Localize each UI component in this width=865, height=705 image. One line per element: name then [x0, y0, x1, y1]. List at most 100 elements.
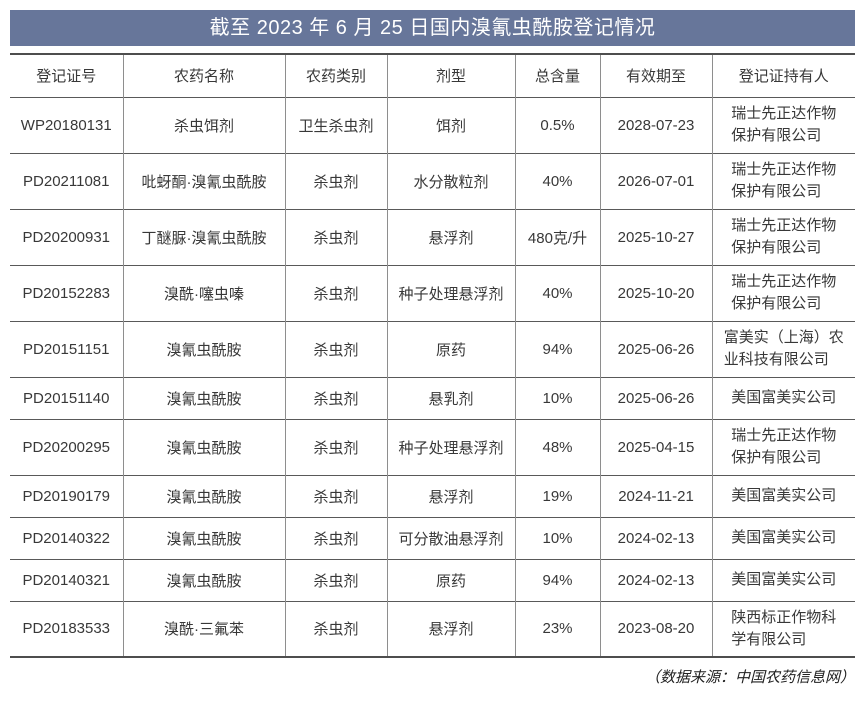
table-row: PD20183533 溴酰·三氟苯 杀虫剂 悬浮剂 23% 2023-08-20 陕西标正作…	[10, 600, 855, 657]
cell-total-content: 10%	[514, 516, 600, 559]
cell-total-content: 48%	[514, 418, 600, 475]
cell-holder: 陕西标正作物科 学有限公司	[711, 600, 855, 657]
cell-category: 杀虫剂	[284, 474, 387, 517]
cell-total-content: 94%	[514, 320, 600, 377]
holder-text: 美国富美实公司	[731, 487, 837, 505]
cell-total-content: 40%	[514, 152, 600, 209]
cell-total-content: 40%	[514, 264, 600, 321]
cell-valid-until: 2025-06-26	[599, 320, 712, 377]
cell-pesticide-name: 溴酰·三氟苯	[122, 600, 285, 657]
cell-reg-no: PD20140321	[10, 558, 123, 601]
cell-reg-no: PD20151151	[10, 320, 123, 377]
cell-reg-no: PD20200295	[10, 418, 123, 475]
cell-formulation: 悬浮剂	[386, 474, 515, 517]
cell-holder: 美国富美实公司	[711, 558, 855, 601]
holder-text: 瑞士先正达作物 保护有限公司	[731, 105, 837, 144]
cell-reg-no: WP20180131	[10, 96, 123, 153]
holder-text: 瑞士先正达作物 保护有限公司	[731, 427, 837, 466]
holder-text: 陕西标正作物科 学有限公司	[731, 609, 837, 648]
table-row: PD20151151 溴氰虫酰胺 杀虫剂 原药 94% 2025-06-26 富美实（上海）…	[10, 320, 855, 377]
header-row: 登记证号 农药名称 农药类别 剂型 总含量 有效期至 登记证持有人	[10, 53, 855, 97]
cell-pesticide-name: 溴氰虫酰胺	[122, 376, 285, 419]
cell-holder: 美国富美实公司	[711, 516, 855, 559]
cell-formulation: 饵剂	[386, 96, 515, 153]
cell-pesticide-name: 溴酰·噻虫嗪	[122, 264, 285, 321]
cell-valid-until: 2025-06-26	[599, 376, 712, 419]
cell-valid-until: 2025-10-20	[599, 264, 712, 321]
cell-formulation: 原药	[386, 320, 515, 377]
cell-holder: 瑞士先正达作物 保护有限公司	[711, 152, 855, 209]
table-row: PD20200931 丁醚脲·溴氰虫酰胺 杀虫剂 悬浮剂 480克/升 2025-10-2…	[10, 208, 855, 265]
holder-text: 美国富美实公司	[731, 571, 837, 589]
column-header: 登记证号	[10, 53, 123, 97]
holder-text: 美国富美实公司	[731, 529, 837, 547]
cell-formulation: 种子处理悬浮剂	[386, 418, 515, 475]
cell-reg-no: PD20190179	[10, 474, 123, 517]
cell-category: 杀虫剂	[284, 320, 387, 377]
table-row: PD20190179 溴氰虫酰胺 杀虫剂 悬浮剂 19% 2024-11-21 美国富美实公…	[10, 474, 855, 517]
cell-formulation: 可分散油悬浮剂	[386, 516, 515, 559]
cell-formulation: 悬乳剂	[386, 376, 515, 419]
cell-valid-until: 2025-04-15	[599, 418, 712, 475]
cell-reg-no: PD20183533	[10, 600, 123, 657]
table-row: PD20140322 溴氰虫酰胺 杀虫剂 可分散油悬浮剂 10% 2024-02-13 美国…	[10, 516, 855, 559]
cell-valid-until: 2024-02-13	[599, 558, 712, 601]
cell-category: 杀虫剂	[284, 516, 387, 559]
cell-holder: 瑞士先正达作物 保护有限公司	[711, 208, 855, 265]
cell-formulation: 水分散粒剂	[386, 152, 515, 209]
column-header: 登记证持有人	[711, 53, 855, 97]
cell-total-content: 10%	[514, 376, 600, 419]
cell-holder: 瑞士先正达作物 保护有限公司	[711, 96, 855, 153]
cell-category: 杀虫剂	[284, 208, 387, 265]
cell-pesticide-name: 吡蚜酮·溴氰虫酰胺	[122, 152, 285, 209]
cell-category: 杀虫剂	[284, 264, 387, 321]
table-row: PD20140321 溴氰虫酰胺 杀虫剂 原药 94% 2024-02-13 美国富美实公司	[10, 558, 855, 601]
holder-text: 瑞士先正达作物 保护有限公司	[731, 217, 837, 256]
cell-holder: 美国富美实公司	[711, 474, 855, 517]
table-title-bar: 截至 2023 年 6 月 25 日国内溴氰虫酰胺登记情况	[10, 10, 855, 46]
holder-text: 瑞士先正达作物 保护有限公司	[731, 273, 837, 312]
holder-text: 富美实（上海）农 业科技有限公司	[723, 329, 844, 368]
cell-category: 杀虫剂	[284, 152, 387, 209]
column-header: 农药类别	[284, 53, 387, 97]
cell-category: 杀虫剂	[284, 418, 387, 475]
cell-valid-until: 2023-08-20	[599, 600, 712, 657]
cell-category: 卫生杀虫剂	[284, 96, 387, 153]
table-row: PD20200295 溴氰虫酰胺 杀虫剂 种子处理悬浮剂 48% 2025-04-15 瑞士…	[10, 418, 855, 475]
cell-formulation: 原药	[386, 558, 515, 601]
table-header: 登记证号 农药名称 农药类别 剂型 总含量 有效期至 登记证持有人	[10, 53, 855, 97]
table-row: PD20211081 吡蚜酮·溴氰虫酰胺 杀虫剂 水分散粒剂 40% 2026-07-01…	[10, 152, 855, 209]
cell-pesticide-name: 溴氰虫酰胺	[122, 418, 285, 475]
cell-category: 杀虫剂	[284, 600, 387, 657]
cell-valid-until: 2024-11-21	[599, 474, 712, 517]
cell-valid-until: 2024-02-13	[599, 516, 712, 559]
column-header: 总含量	[514, 53, 600, 97]
cell-pesticide-name: 丁醚脲·溴氰虫酰胺	[122, 208, 285, 265]
cell-total-content: 23%	[514, 600, 600, 657]
cell-reg-no: PD20211081	[10, 152, 123, 209]
cell-pesticide-name: 溴氰虫酰胺	[122, 516, 285, 559]
cell-category: 杀虫剂	[284, 558, 387, 601]
cell-total-content: 19%	[514, 474, 600, 517]
column-header: 农药名称	[122, 53, 285, 97]
cell-pesticide-name: 杀虫饵剂	[122, 96, 285, 153]
cell-total-content: 94%	[514, 558, 600, 601]
cell-reg-no: PD20200931	[10, 208, 123, 265]
cell-category: 杀虫剂	[284, 376, 387, 419]
column-header: 有效期至	[599, 53, 712, 97]
cell-holder: 富美实（上海）农 业科技有限公司	[711, 320, 855, 377]
cell-valid-until: 2028-07-23	[599, 96, 712, 153]
cell-pesticide-name: 溴氰虫酰胺	[122, 320, 285, 377]
cell-reg-no: PD20140322	[10, 516, 123, 559]
cell-holder: 瑞士先正达作物 保护有限公司	[711, 418, 855, 475]
cell-total-content: 480克/升	[514, 208, 600, 265]
cell-total-content: 0.5%	[514, 96, 600, 153]
cell-formulation: 悬浮剂	[386, 208, 515, 265]
cell-pesticide-name: 溴氰虫酰胺	[122, 558, 285, 601]
registration-table: 登记证号 农药名称 农药类别 剂型 总含量 有效期至 登记证持有人 WP20180131 杀虫…	[10, 53, 855, 658]
column-header: 剂型	[386, 53, 515, 97]
cell-formulation: 种子处理悬浮剂	[386, 264, 515, 321]
table-row: PD20151140 溴氰虫酰胺 杀虫剂 悬乳剂 10% 2025-06-26 美国富美实公…	[10, 376, 855, 419]
cell-pesticide-name: 溴氰虫酰胺	[122, 474, 285, 517]
